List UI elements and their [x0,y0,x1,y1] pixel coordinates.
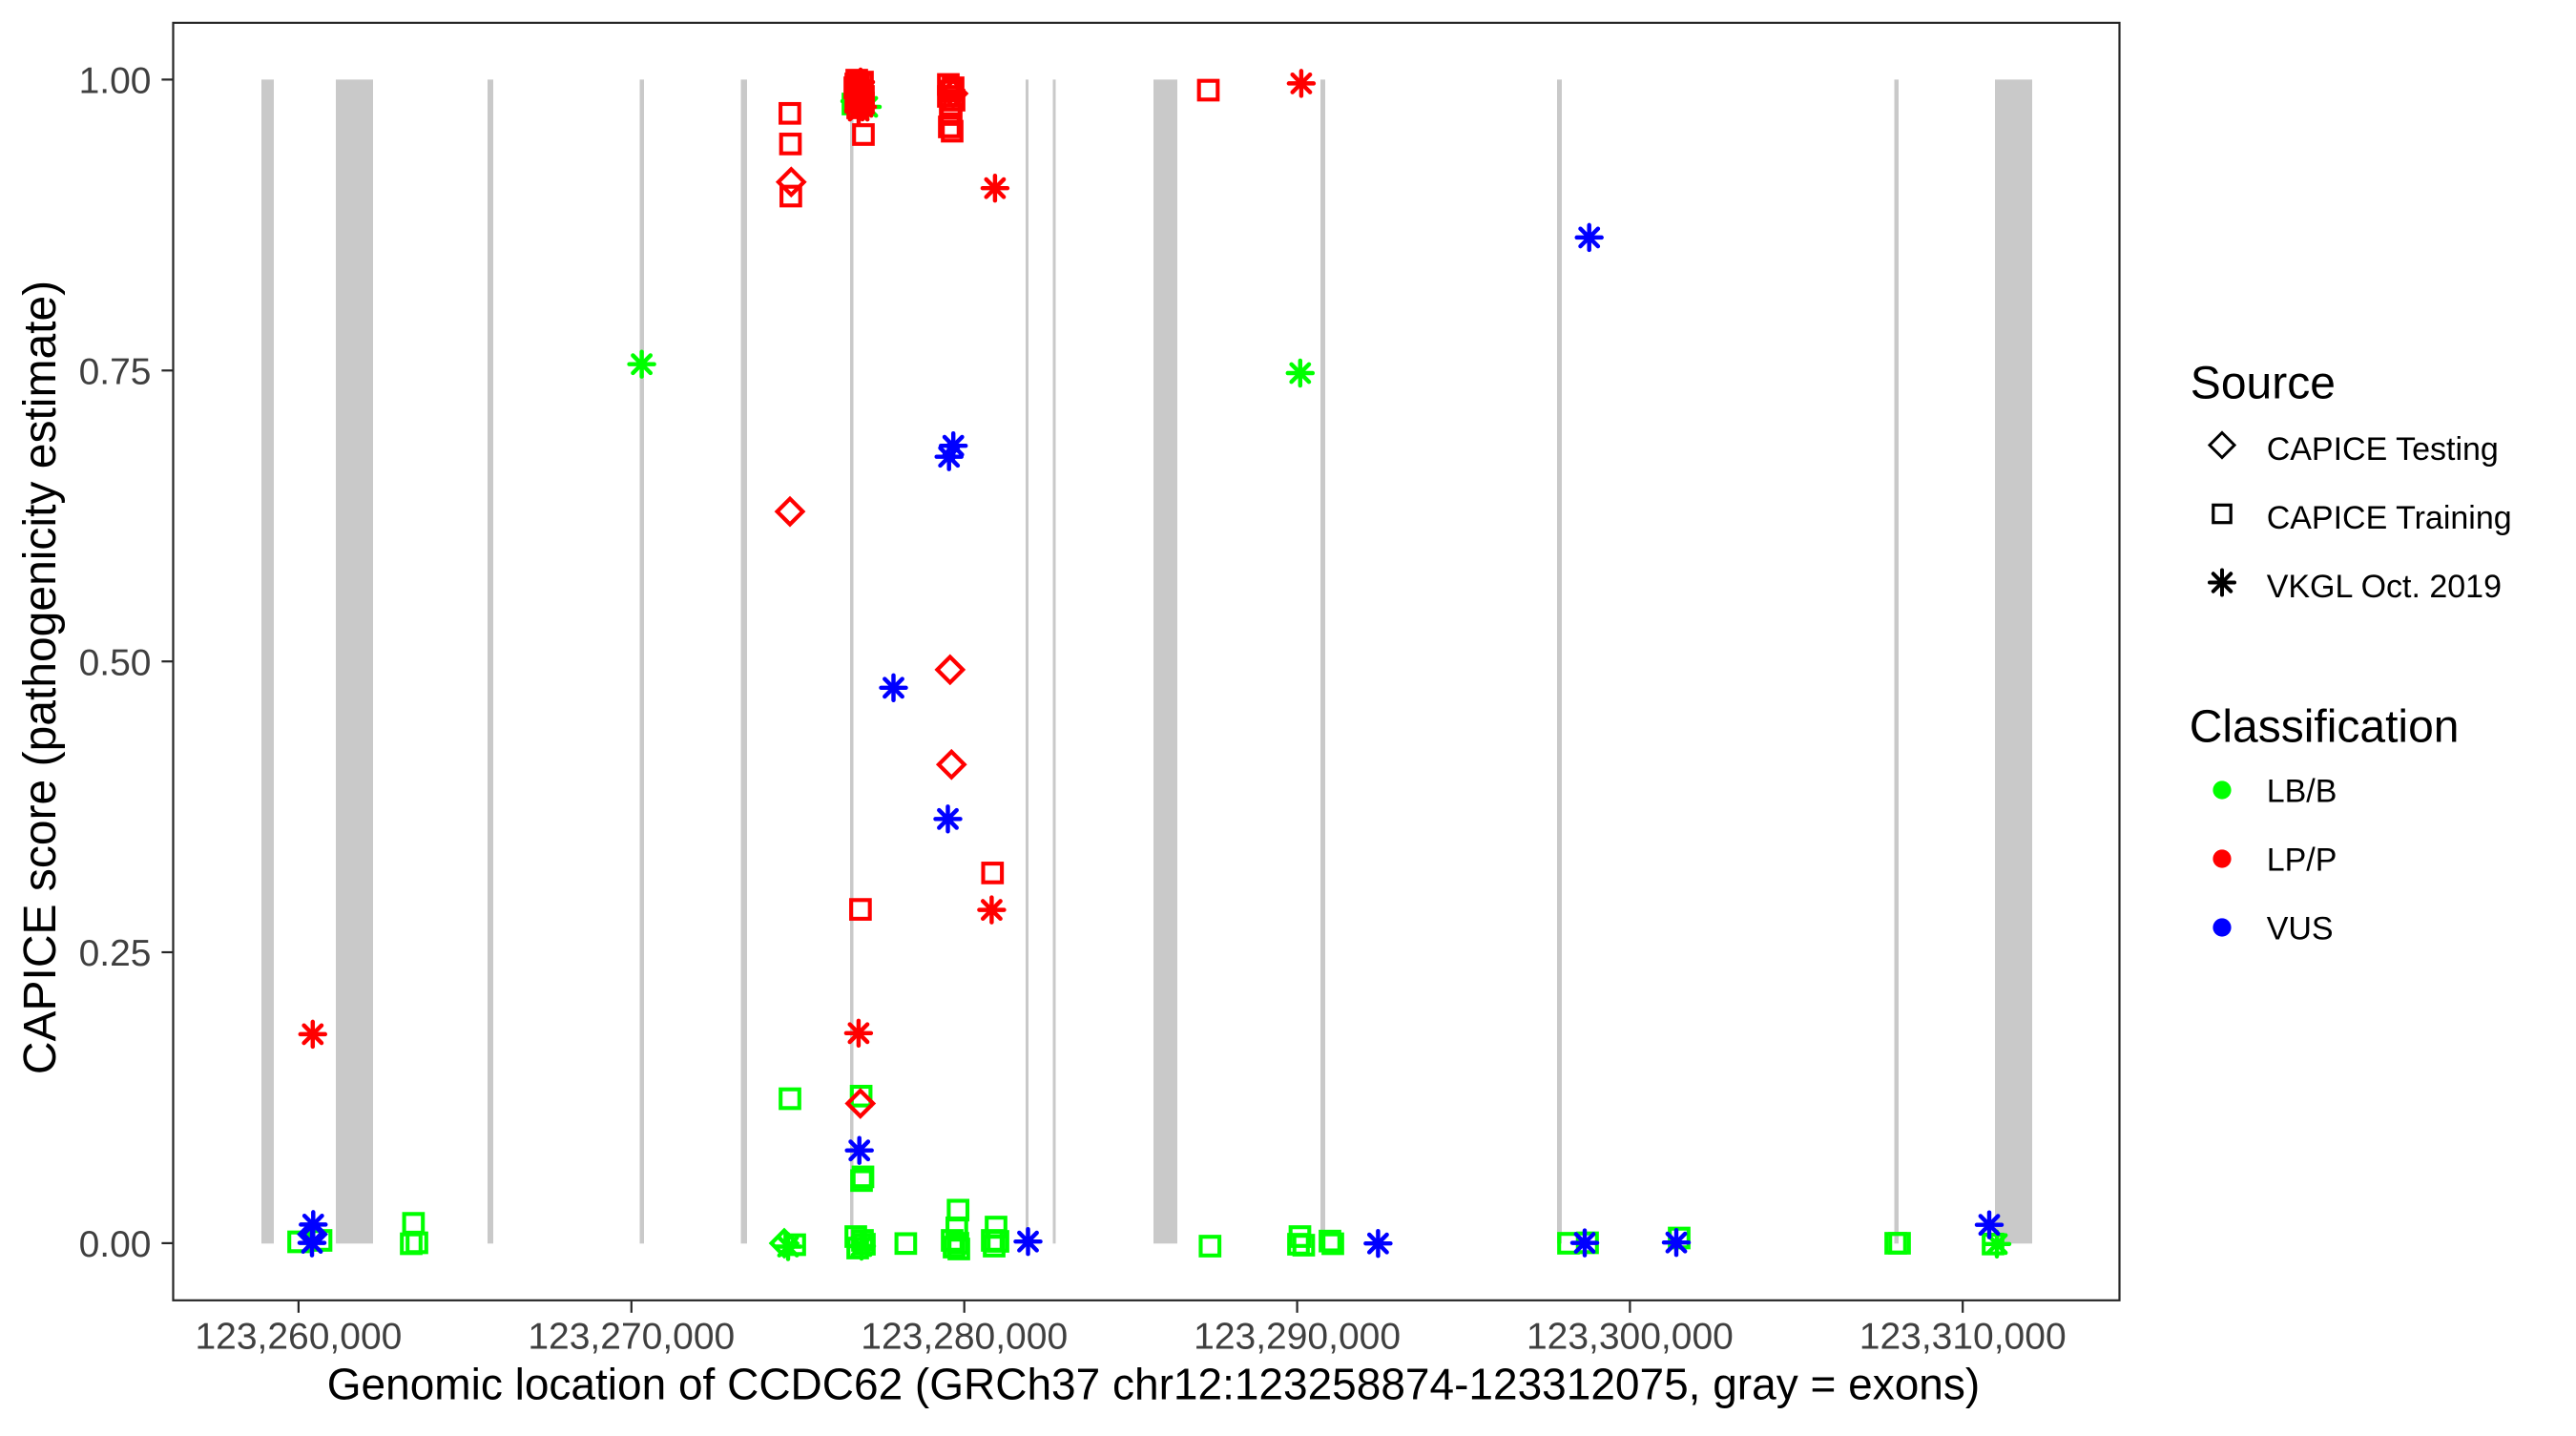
svg-text:Genomic location of CCDC62 (GR: Genomic location of CCDC62 (GRCh37 chr12… [327,1360,1980,1409]
svg-text:0.75: 0.75 [79,352,152,393]
svg-text:Classification: Classification [2190,701,2460,752]
svg-text:123,270,000: 123,270,000 [528,1317,735,1358]
svg-text:0.00: 0.00 [79,1224,152,1265]
svg-text:1.00: 1.00 [79,61,152,102]
svg-text:123,300,000: 123,300,000 [1527,1317,1734,1358]
svg-text:CAPICE Training: CAPICE Training [2267,500,2512,536]
svg-text:123,280,000: 123,280,000 [861,1317,1068,1358]
svg-text:123,310,000: 123,310,000 [1859,1317,2067,1358]
svg-text:Source: Source [2191,358,2336,408]
svg-text:0.50: 0.50 [79,642,152,683]
svg-text:VUS: VUS [2267,910,2334,947]
svg-text:123,260,000: 123,260,000 [195,1317,402,1358]
svg-text:CAPICE Testing: CAPICE Testing [2267,431,2499,468]
svg-text:VKGL Oct. 2019: VKGL Oct. 2019 [2267,569,2502,605]
svg-text:0.25: 0.25 [79,933,152,974]
svg-text:LP/P: LP/P [2267,842,2337,878]
svg-text:LB/B: LB/B [2267,773,2337,809]
svg-text:123,290,000: 123,290,000 [1194,1317,1401,1358]
svg-text:CAPICE score (pathogenicity es: CAPICE score (pathogenicity estimate) [15,281,66,1074]
